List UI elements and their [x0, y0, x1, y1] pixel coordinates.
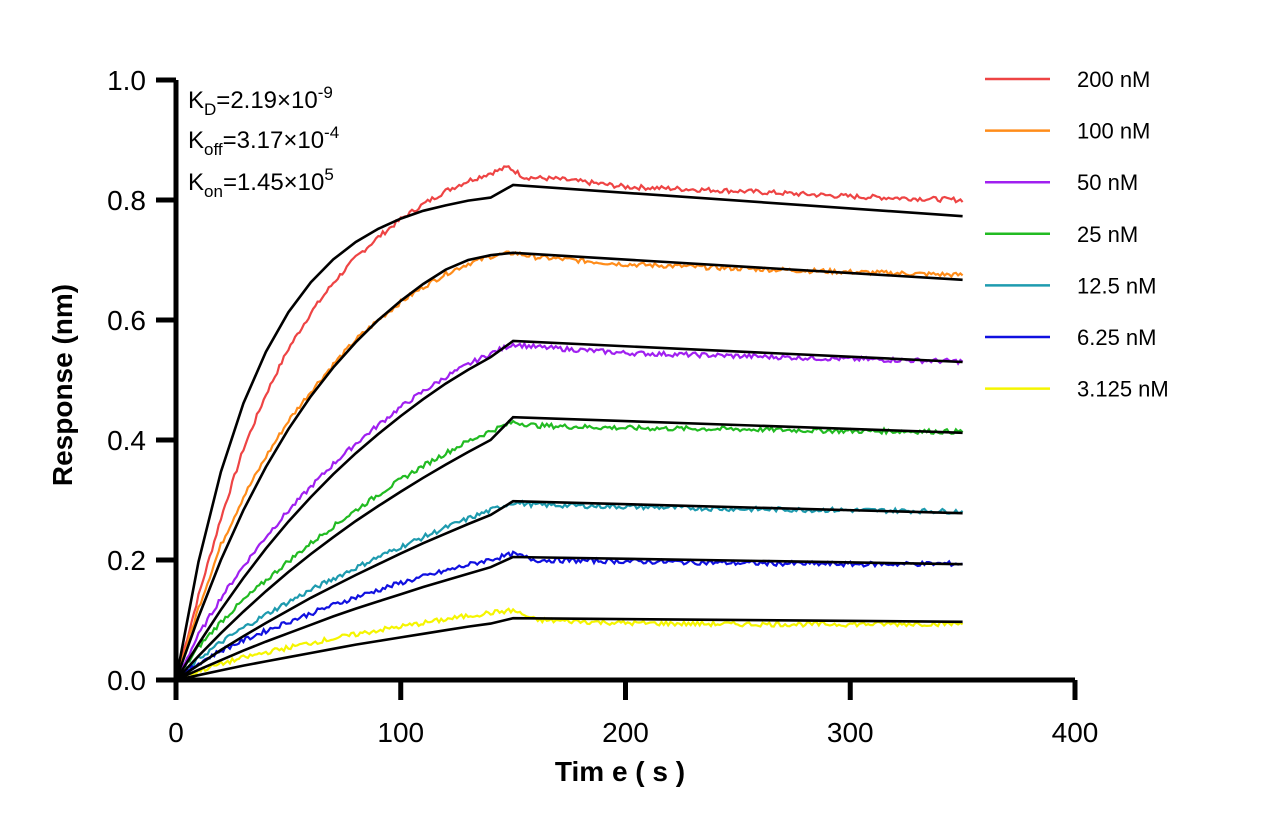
- data-trace-4: [175, 499, 964, 681]
- fit-curve-2: [174, 339, 963, 681]
- kon-annotation: Kon=1.45×105: [188, 165, 334, 201]
- data-trace-2: [175, 341, 964, 681]
- y-tick-label-3: 0.6: [107, 305, 146, 336]
- x-tick-label-0: 0: [168, 717, 184, 748]
- x-tick-label-1: 100: [377, 717, 424, 748]
- data-trace-0: [174, 165, 964, 681]
- legend-label-4: 12.5 nM: [1077, 273, 1157, 298]
- x-axis-title: Tim e ( s ): [555, 756, 685, 787]
- koff-annotation: Koff=3.17×10-4: [188, 123, 339, 159]
- y-tick-label-0: 0.0: [107, 665, 146, 696]
- fit-curves: [174, 183, 963, 682]
- data-trace-5: [175, 550, 963, 681]
- legend-label-2: 50 nM: [1077, 170, 1138, 195]
- legend-label-0: 200 nM: [1077, 67, 1150, 92]
- legend-label-6: 3.125 nM: [1077, 377, 1169, 402]
- legend-label-5: 6.25 nM: [1077, 325, 1157, 350]
- fit-curve-0: [174, 183, 963, 681]
- y-tick-label-4: 0.8: [107, 185, 146, 216]
- data-trace-1: [174, 250, 964, 681]
- data-trace-3: [175, 419, 964, 681]
- y-axis-title: Response (nm): [47, 284, 78, 486]
- legend-label-3: 25 nM: [1077, 222, 1138, 247]
- annotation-block: KD=2.19×10-9 Koff=3.17×10-4 Kon=1.45×105: [188, 83, 339, 201]
- fit-curve-1: [174, 251, 963, 681]
- x-tick-label-4: 400: [1052, 717, 1099, 748]
- legend-label-1: 100 nM: [1077, 119, 1150, 144]
- y-tick-label-2: 0.4: [107, 425, 146, 456]
- legend: 200 nM 100 nM 50 nM 25 nM 12.5 nM 6.25 nM 3.12…: [985, 67, 1169, 402]
- plot-area: [174, 165, 964, 682]
- fit-curve-3: [175, 415, 963, 681]
- fit-curve-5: [175, 555, 963, 682]
- axes: 0 100 200 300 400 0.0 0.2 0.4 0.6 0.8 1.0: [107, 65, 1098, 748]
- y-tick-label-1: 0.2: [107, 545, 146, 576]
- fit-curve-4: [175, 499, 963, 682]
- y-tick-label-5: 1.0: [107, 65, 146, 96]
- fit-curve-6: [175, 616, 963, 682]
- data-trace-6: [175, 607, 964, 682]
- kd-annotation: KD=2.19×10-9: [188, 83, 333, 119]
- x-tick-label-2: 200: [602, 717, 649, 748]
- x-tick-label-3: 300: [827, 717, 874, 748]
